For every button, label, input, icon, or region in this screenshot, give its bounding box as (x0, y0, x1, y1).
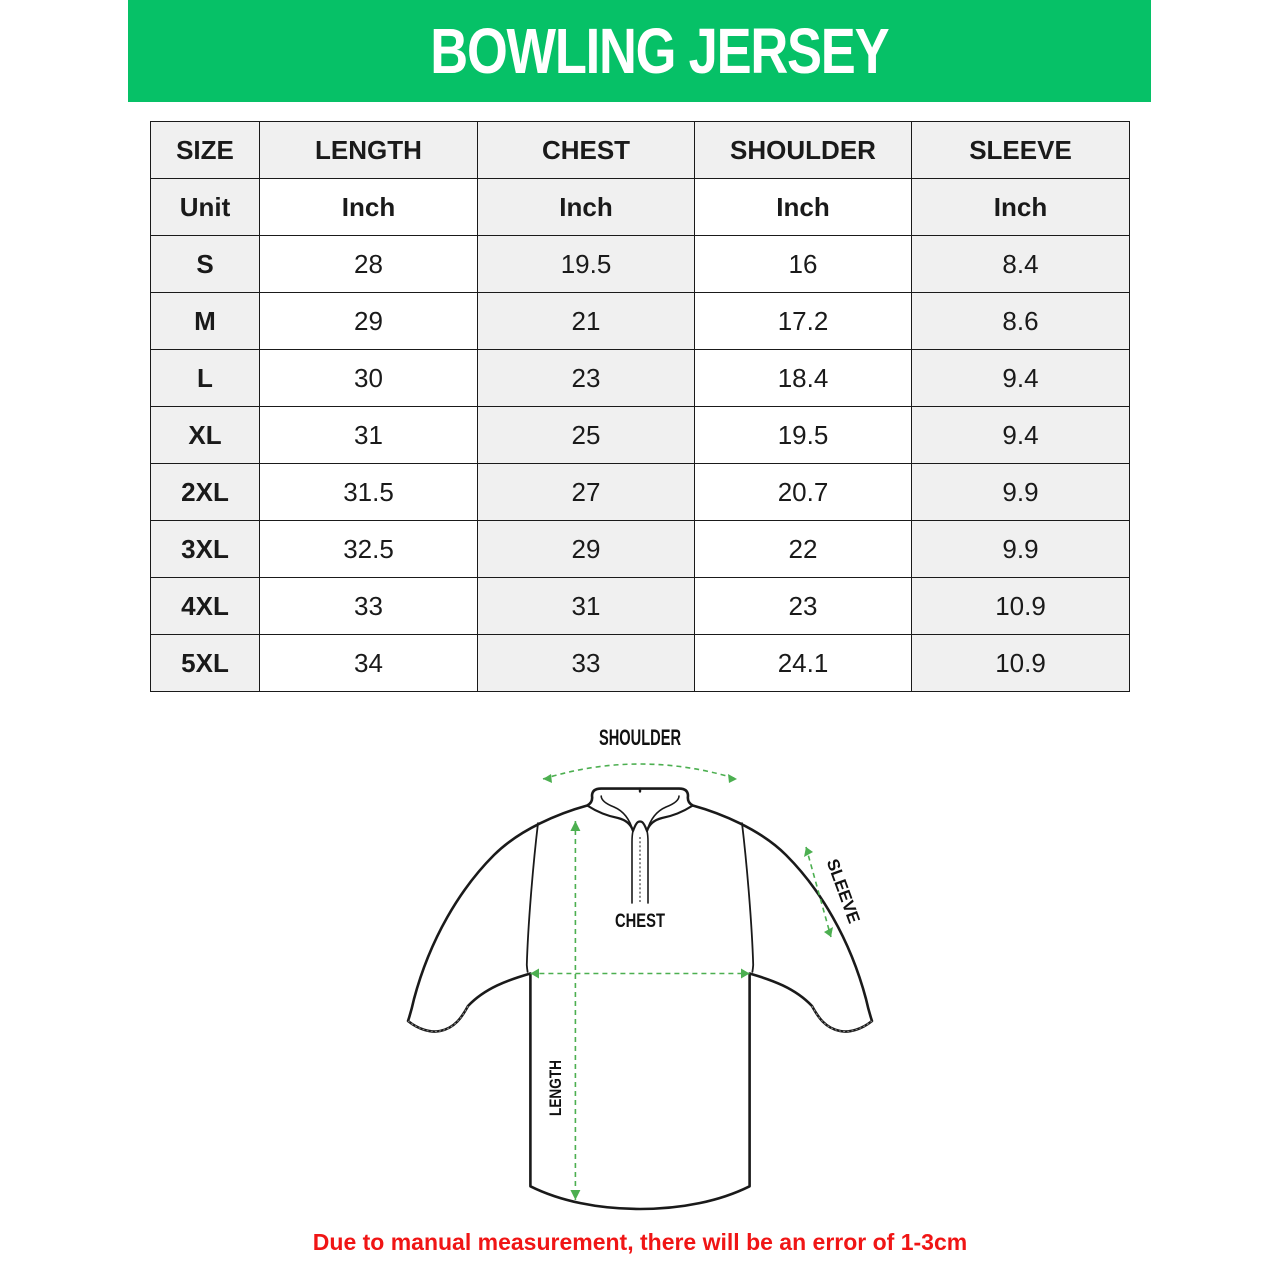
svg-text:CHEST: CHEST (615, 911, 665, 932)
svg-text:SHOULDER: SHOULDER (599, 725, 681, 750)
svg-text:LENGTH: LENGTH (546, 1060, 565, 1116)
